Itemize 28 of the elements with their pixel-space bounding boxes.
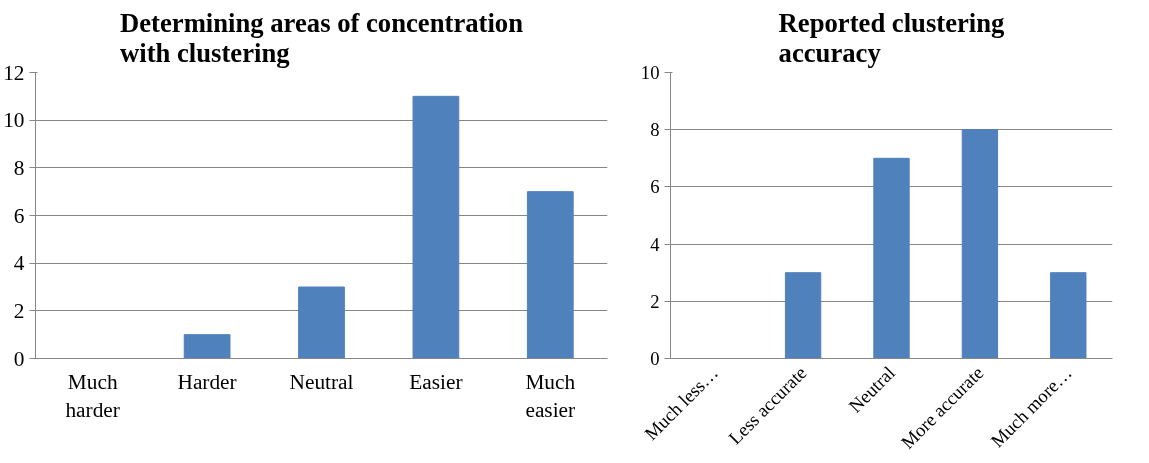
y-tick-label: 6 [13, 203, 25, 228]
bar [526, 191, 574, 359]
x-tick-label: Easier [409, 369, 463, 394]
bar [784, 272, 822, 359]
y-tick-label: 8 [650, 119, 660, 141]
bar [1050, 272, 1087, 359]
y-tick-label: 12 [3, 60, 25, 85]
y-tick-label: 2 [650, 290, 660, 312]
bar [298, 286, 345, 359]
x-tick-label: Neutral [289, 369, 354, 394]
bar [961, 129, 999, 359]
y-tick-label: 0 [650, 348, 660, 369]
x-tick-label: Much harder [65, 369, 120, 423]
y-tick-label: 4 [650, 233, 661, 255]
chart-title: Determining areas of concentration with clustering [120, 7, 524, 68]
chart-title: Reported clustering accuracy [778, 7, 1006, 68]
y-tick-label: 10 [640, 62, 660, 83]
x-tick-label: Harder [177, 369, 237, 394]
bar [412, 95, 460, 359]
y-tick-label: 8 [13, 155, 25, 180]
bar [873, 157, 910, 359]
y-tick-label: 10 [3, 108, 25, 133]
y-tick-label: 0 [13, 346, 25, 371]
y-tick-label: 2 [13, 298, 25, 323]
y-tick-label: 6 [650, 176, 660, 198]
bar [183, 334, 231, 359]
x-tick-label: Much easier [525, 369, 576, 423]
y-tick-label: 4 [13, 251, 25, 276]
